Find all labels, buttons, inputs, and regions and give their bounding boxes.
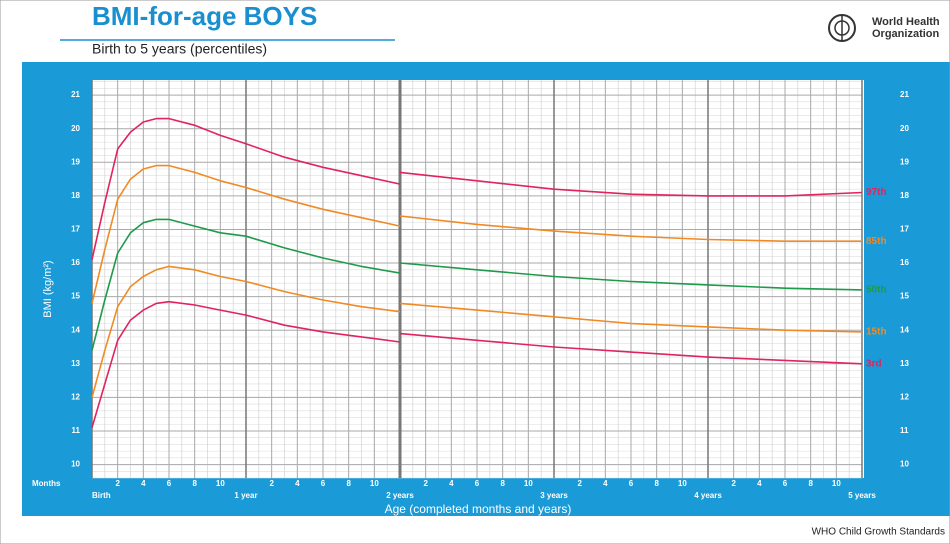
- who-logo: [828, 14, 856, 42]
- y2-tick-label: 19: [900, 157, 909, 166]
- y-tick-label: 20: [71, 124, 80, 133]
- organization-name: Organization: [872, 28, 940, 40]
- chart-title: BMI-for-age BOYS: [92, 1, 317, 31]
- x-tick-label: 2: [269, 479, 274, 488]
- y2-tick-label: 21: [900, 90, 909, 99]
- x-tick-label: 10: [678, 479, 687, 488]
- y2-tick-label: 11: [900, 426, 909, 435]
- x-tick-label: 8: [192, 479, 197, 488]
- percentile-line: [91, 117, 863, 260]
- x-tick-label: 8: [500, 479, 505, 488]
- x-unit-label: Months: [32, 479, 61, 488]
- x-tick-label: 2: [115, 479, 120, 488]
- series-label: 15th: [866, 327, 887, 338]
- x-tick-label: 3 years: [540, 491, 568, 500]
- x-tick-label: 4: [603, 479, 608, 488]
- y-tick-label: 10: [71, 460, 80, 469]
- x-tick-label: 4: [141, 479, 146, 488]
- x-tick-label: 4 years: [694, 491, 722, 500]
- y2-tick-label: 13: [900, 359, 909, 368]
- y-tick-label: 14: [71, 325, 80, 334]
- x-axis-label: Age (completed months and years): [385, 502, 572, 516]
- y2-tick-label: 20: [900, 124, 909, 133]
- x-tick-label: 1 year: [234, 491, 257, 500]
- y-tick-label: 15: [71, 292, 80, 301]
- y-axis-label: BMI (kg/m²): [42, 260, 54, 317]
- y2-tick-label: 15: [900, 292, 909, 301]
- x-tick-label: 6: [321, 479, 326, 488]
- y2-tick-label: 10: [900, 460, 909, 469]
- percentile-line: [91, 265, 863, 398]
- x-tick-label: 10: [832, 479, 841, 488]
- x-tick-label: 6: [629, 479, 634, 488]
- x-tick-label: 2: [731, 479, 736, 488]
- x-tick-label: 10: [216, 479, 225, 488]
- y2-tick-label: 17: [900, 225, 909, 234]
- y-tick-label: 12: [71, 393, 80, 402]
- x-tick-label: 4: [757, 479, 762, 488]
- x-tick-label: 6: [783, 479, 788, 488]
- percentile-line: [91, 300, 863, 428]
- x-tick-label: 2 years: [386, 491, 414, 500]
- percentile-line: [91, 164, 862, 304]
- x-tick-label: 5 years: [848, 491, 876, 500]
- series-label: 3rd: [866, 358, 882, 369]
- organization-name: World Health: [872, 16, 940, 28]
- y2-tick-label: 14: [900, 325, 909, 334]
- y2-tick-label: 18: [900, 191, 909, 200]
- y-tick-label: 17: [71, 225, 80, 234]
- y-tick-label: 11: [72, 426, 81, 435]
- y-tick-label: 19: [71, 157, 80, 166]
- series-label: 85th: [866, 236, 887, 247]
- y-tick-label: 21: [71, 90, 80, 99]
- footer: WHO Child Growth Standards: [812, 527, 945, 538]
- chart-subtitle: Birth to 5 years (percentiles): [92, 41, 267, 57]
- series-label: 97th: [866, 187, 887, 198]
- y2-tick-label: 12: [900, 393, 909, 402]
- y-tick-label: 18: [71, 191, 80, 200]
- y-tick-label: 13: [71, 359, 80, 368]
- y2-tick-label: 16: [900, 258, 909, 267]
- x-tick-label: 10: [524, 479, 533, 488]
- y-tick-label: 16: [71, 258, 80, 267]
- x-tick-label: 10: [370, 479, 379, 488]
- percentile-line: [91, 218, 863, 351]
- x-tick-label: 2: [577, 479, 582, 488]
- x-tick-label: 4: [449, 479, 454, 488]
- x-tick-label: 8: [654, 479, 659, 488]
- x-tick-label: 6: [475, 479, 480, 488]
- x-tick-label: Birth: [92, 491, 111, 500]
- x-tick-label: 8: [346, 479, 351, 488]
- x-tick-label: 4: [295, 479, 300, 488]
- x-tick-label: 2: [423, 479, 428, 488]
- x-tick-label: 8: [808, 479, 813, 488]
- x-tick-label: 6: [167, 479, 172, 488]
- series-label: 50th: [866, 285, 887, 296]
